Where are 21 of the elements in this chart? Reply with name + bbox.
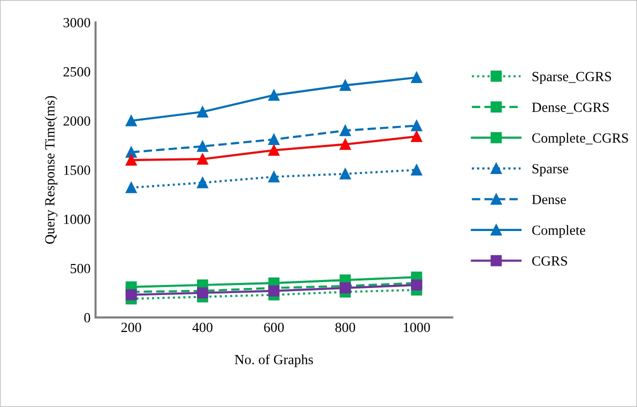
x-tick-label: 600 — [264, 322, 284, 332]
legend-label: Sparse — [532, 164, 568, 176]
y-tick-label: 2500 — [64, 67, 90, 77]
y-tick-label: 1000 — [64, 214, 90, 224]
y-tick-label: 1500 — [64, 166, 90, 175]
x-axis-title: No. of Graphs — [234, 354, 313, 368]
legend-label: Complete_CGRS — [532, 132, 628, 146]
y-tick-label: 3000 — [64, 18, 90, 28]
legend-label: Dense — [532, 194, 566, 204]
x-tick-label: 400 — [192, 322, 212, 332]
x-tick-label: 200 — [121, 322, 142, 332]
legend-label: Sparse_CGRS — [532, 72, 612, 84]
legend-label: Dense_CGRS — [532, 102, 609, 114]
y-tick-label: 2000 — [64, 116, 90, 126]
y-axis-title: Query Response Time(ms) — [44, 96, 58, 244]
x-tick-label: 800 — [335, 322, 356, 332]
legend-label: Complete — [532, 225, 586, 238]
y-tick-label: 500 — [70, 264, 90, 274]
legend-label: CGRS — [532, 256, 568, 266]
x-tick-label: 1000 — [404, 322, 430, 332]
y-tick-label: 0 — [84, 313, 90, 322]
